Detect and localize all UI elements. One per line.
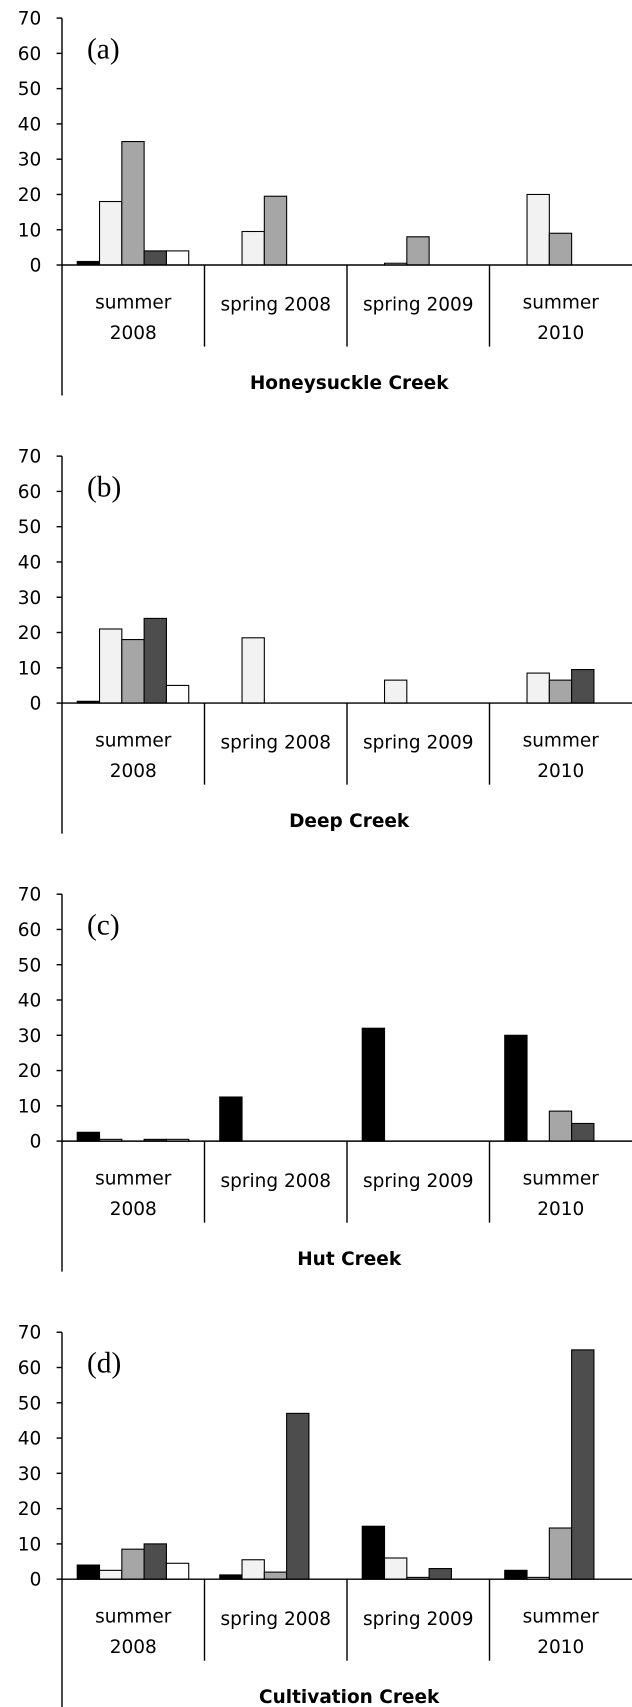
bar [121,1548,145,1580]
bar [383,679,408,704]
x-tick-label: spring 2008 [221,1609,331,1630]
y-tick-label: 10 [18,1534,42,1555]
x-tick-label: summer 2008 [95,731,172,782]
y-tick-label: 60 [18,1358,42,1379]
bar [526,672,550,704]
bar [98,1569,123,1580]
x-tick-label: summer 2008 [95,293,172,344]
y-tick-label: 50 [18,79,42,100]
bar [383,1557,408,1580]
x-axis-label: Cultivation Creek [259,1687,440,1707]
y-tick-label: 20 [18,1061,42,1082]
y-tick-label: 50 [18,517,42,538]
x-axis-label: Deep Creek [289,811,410,832]
bar [571,1349,595,1580]
bar [219,1096,243,1142]
bar [241,230,265,266]
x-tick-label: spring 2008 [221,1171,331,1192]
bar [286,1412,310,1580]
x-tick-label: summer 2008 [95,1169,172,1220]
panel-label: (b) [87,471,121,503]
x-tick-label: summer 2010 [523,731,600,782]
bar [504,1569,528,1580]
x-axis-label: Hut Creek [297,1249,402,1270]
y-tick-label: 0 [30,1132,42,1153]
x-tick-label: spring 2008 [221,295,331,316]
bar [548,1110,573,1142]
y-tick-label: 30 [18,1026,42,1047]
bar [165,684,190,704]
bar [76,1564,101,1580]
y-tick-label: 30 [18,150,42,171]
x-tick-label: spring 2009 [363,1171,473,1192]
y-tick-label: 70 [18,1323,42,1344]
panel-label: (c) [87,909,120,941]
y-tick-label: 60 [18,920,42,941]
panel-label: (a) [87,33,120,65]
bar [571,1122,595,1142]
y-tick-label: 40 [18,552,42,573]
bar [263,1571,288,1580]
y-tick-label: 50 [18,955,42,976]
bar [165,250,190,266]
y-tick-label: 60 [18,44,42,65]
y-tick-label: 70 [18,447,42,468]
y-tick-label: 20 [18,1499,42,1520]
y-tick-label: 0 [30,1570,42,1591]
x-axis-label: Honeysuckle Creek [250,373,449,394]
bar [143,1543,167,1580]
y-tick-label: 70 [18,885,42,906]
bar [143,617,167,704]
bar [121,141,145,266]
x-tick-label: summer 2010 [523,1169,600,1220]
y-tick-label: 40 [18,114,42,135]
x-tick-label: summer 2010 [523,1607,600,1658]
bar [504,1034,528,1142]
bar [98,628,123,704]
bar [165,1562,190,1580]
bar [76,1131,101,1142]
y-tick-label: 30 [18,588,42,609]
y-tick-label: 70 [18,9,42,30]
bar [241,1559,265,1580]
bar [526,193,550,266]
x-tick-label: spring 2009 [363,295,473,316]
y-tick-label: 40 [18,991,42,1012]
x-tick-label: summer 2010 [523,293,600,344]
y-tick-label: 30 [18,1464,42,1485]
bar [263,195,288,266]
y-tick-label: 10 [18,1096,42,1117]
bar [98,200,123,266]
bar [121,639,145,704]
bar [548,679,573,704]
x-tick-label: spring 2008 [221,733,331,754]
y-tick-label: 40 [18,1429,42,1450]
y-tick-label: 0 [30,256,42,277]
bar [548,232,573,266]
bar [143,250,167,266]
panel-label: (d) [87,1347,121,1379]
bar [548,1527,573,1580]
y-tick-label: 50 [18,1393,42,1414]
bar [428,1568,452,1580]
y-tick-label: 60 [18,482,42,503]
y-tick-label: 10 [18,658,42,679]
y-tick-label: 20 [18,185,42,206]
y-tick-label: 10 [18,220,42,241]
y-tick-label: 0 [30,694,42,715]
y-tick-label: 20 [18,623,42,644]
bar [571,669,595,704]
bar [241,637,265,704]
bar [361,1525,386,1580]
x-tick-label: spring 2009 [363,733,473,754]
x-tick-label: spring 2009 [363,1609,473,1630]
bar [406,236,430,266]
bar [361,1027,386,1142]
x-tick-label: summer 2008 [95,1607,172,1658]
